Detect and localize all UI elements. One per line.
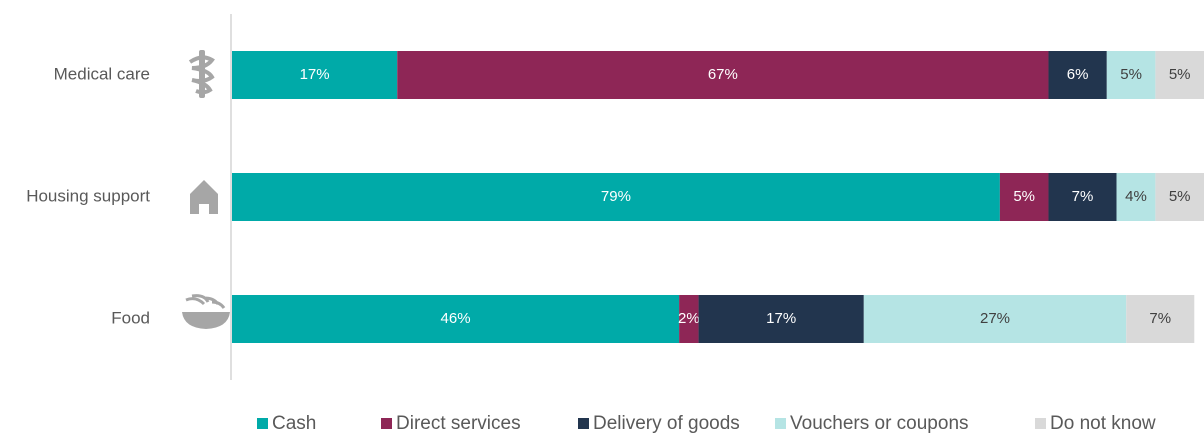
bar-segment — [1116, 173, 1156, 221]
value-label: 5% — [1169, 66, 1191, 83]
bar-segment — [232, 295, 680, 343]
value-label: 2% — [678, 310, 700, 327]
value-label: 17% — [766, 310, 796, 327]
value-label: 17% — [300, 66, 330, 83]
food-icon — [182, 294, 230, 329]
legend-label: Direct services — [396, 413, 521, 434]
icons — [182, 50, 230, 329]
value-label: 4% — [1125, 188, 1147, 205]
bar-segment — [232, 173, 1000, 221]
value-label: 5% — [1013, 188, 1035, 205]
legend-swatch — [775, 418, 786, 429]
bar-segment — [863, 295, 1127, 343]
value-label: 46% — [441, 310, 471, 327]
value-label: 7% — [1149, 310, 1171, 327]
value-label: 27% — [980, 310, 1010, 327]
legend-label: Cash — [272, 413, 316, 434]
category-label: Food — [111, 308, 150, 327]
category-label: Housing support — [26, 186, 150, 205]
bar-segment — [1155, 173, 1204, 221]
legend-swatch — [1035, 418, 1046, 429]
bar-segment — [1106, 51, 1156, 99]
value-label: 5% — [1120, 66, 1142, 83]
bar-segment — [698, 295, 864, 343]
housing-icon — [190, 180, 218, 214]
legend-swatch — [578, 418, 589, 429]
bar-segment — [1126, 295, 1195, 343]
value-label: 67% — [708, 66, 738, 83]
medical-icon — [188, 50, 215, 98]
legend-label: Do not know — [1050, 413, 1156, 434]
value-label: 5% — [1169, 188, 1191, 205]
bar-segment — [999, 173, 1049, 221]
value-label: 7% — [1072, 188, 1094, 205]
value-label: 6% — [1067, 66, 1089, 83]
bar-segment — [679, 295, 699, 343]
bar-segment — [232, 51, 398, 99]
legend-label: Vouchers or coupons — [790, 413, 969, 434]
value-label: 79% — [601, 188, 631, 205]
legend-swatch — [257, 418, 268, 429]
legend-label: Delivery of goods — [593, 413, 740, 434]
bar-segment — [397, 51, 1049, 99]
bar-segment — [1048, 173, 1117, 221]
bar-segment — [1048, 51, 1107, 99]
bar-segment — [1155, 51, 1204, 99]
legend-swatch — [381, 418, 392, 429]
category-label: Medical care — [54, 64, 150, 83]
